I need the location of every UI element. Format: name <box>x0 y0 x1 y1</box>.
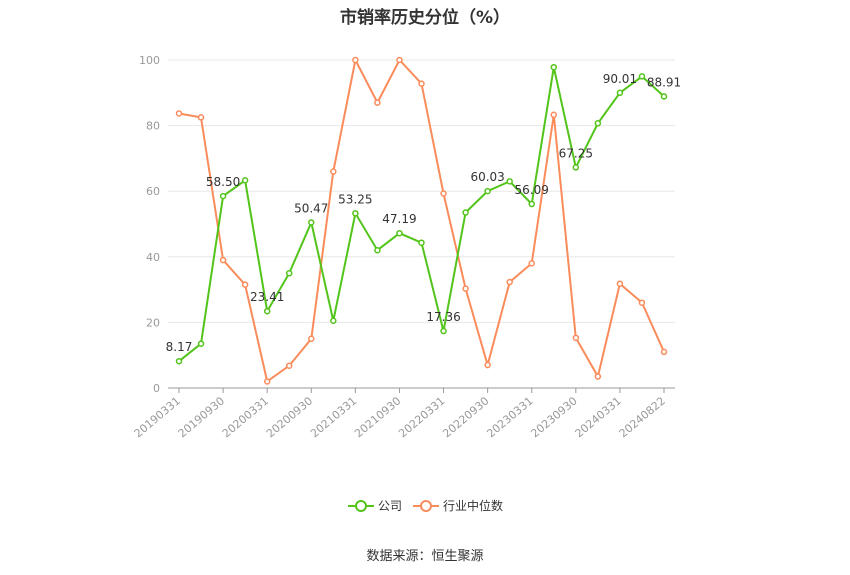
data-point <box>660 348 668 356</box>
data-point <box>418 80 425 87</box>
chart-title: 市销率历史分位（%） <box>339 8 511 28</box>
data-point <box>175 110 183 117</box>
data-point <box>263 378 271 385</box>
data-point <box>418 239 425 246</box>
legend-label: 公司 <box>378 499 402 513</box>
data-point <box>352 56 359 64</box>
data-point <box>638 299 646 306</box>
y-tick-label: 40 <box>146 251 160 264</box>
data-point <box>572 164 580 171</box>
data-point <box>506 278 513 286</box>
data-label: 53.25 <box>338 192 372 206</box>
x-tick-label: 20240822 <box>617 394 668 440</box>
data-point <box>330 317 337 325</box>
data-point <box>550 63 558 71</box>
legend-swatch-marker <box>355 500 367 512</box>
data-point <box>197 114 205 121</box>
data-point <box>197 340 205 347</box>
data-point <box>175 357 183 365</box>
x-tick-label: 20230331 <box>484 394 535 440</box>
data-point <box>550 111 558 119</box>
data-point <box>594 120 602 127</box>
y-tick-label: 80 <box>146 120 160 133</box>
data-label: 23.41 <box>250 290 284 304</box>
x-tick-label: 20230930 <box>528 394 579 440</box>
data-source-note: 数据来源：恒生聚源 <box>366 549 484 564</box>
data-point <box>440 327 447 335</box>
y-tick-label: 20 <box>146 316 160 329</box>
data-point <box>308 219 315 226</box>
x-tick-label: 20210331 <box>308 394 359 440</box>
data-label: 17.36 <box>426 310 460 324</box>
data-point <box>484 361 491 369</box>
data-point <box>219 256 227 264</box>
x-tick-label: 20190930 <box>176 394 227 440</box>
legend-label: 行业中位数 <box>443 498 503 513</box>
x-tick-label: 20220930 <box>440 394 491 440</box>
data-point <box>241 281 249 288</box>
data-point <box>572 334 580 342</box>
data-point <box>506 178 513 185</box>
data-label: 67.25 <box>559 146 593 160</box>
data-point <box>396 229 403 237</box>
x-tick-label: 20200930 <box>264 394 315 440</box>
x-tick-label: 20190331 <box>132 394 183 440</box>
data-point <box>462 209 469 216</box>
legend-swatch-marker <box>420 500 432 512</box>
data-point <box>374 246 381 254</box>
data-point <box>462 285 469 292</box>
x-tick-label: 20220331 <box>396 394 447 440</box>
data-label: 90.01 <box>603 72 637 86</box>
data-point <box>374 99 381 106</box>
data-label: 50.47 <box>294 201 328 215</box>
data-point <box>352 210 359 217</box>
y-tick-label: 0 <box>153 382 160 395</box>
data-point <box>308 335 315 343</box>
data-point <box>241 177 249 184</box>
data-label: 60.03 <box>470 170 504 184</box>
data-point <box>396 56 403 64</box>
data-point <box>484 187 491 195</box>
data-point <box>594 373 602 380</box>
data-point <box>616 89 624 97</box>
data-point <box>219 192 227 200</box>
data-point <box>528 200 535 208</box>
data-point <box>330 168 337 175</box>
y-tick-label: 60 <box>146 185 160 198</box>
y-tick-label: 100 <box>139 54 160 67</box>
x-tick-label: 20240331 <box>573 394 624 440</box>
data-point <box>285 269 293 277</box>
data-label: 58.50 <box>206 175 240 189</box>
data-point <box>285 362 293 369</box>
data-label: 88.91 <box>647 75 681 89</box>
data-point <box>440 190 447 197</box>
data-label: 8.17 <box>166 340 193 354</box>
data-point <box>616 280 624 287</box>
data-point <box>263 307 271 315</box>
data-point <box>638 73 646 80</box>
data-point <box>528 260 535 267</box>
data-point <box>660 93 668 100</box>
data-label: 56.09 <box>515 183 549 197</box>
x-tick-label: 20200331 <box>220 394 271 440</box>
x-tick-label: 20210930 <box>352 394 403 440</box>
data-label: 47.19 <box>382 212 416 226</box>
